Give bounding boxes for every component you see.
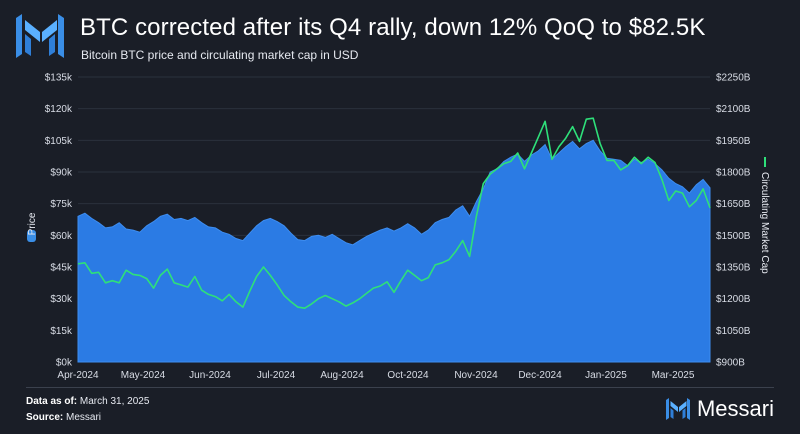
x-tick-label: Mar-2025 — [652, 370, 695, 381]
left-tick-label: $135k — [45, 73, 73, 84]
right-tick-label: $900B — [716, 358, 745, 369]
right-tick-label: $2250B — [716, 73, 751, 84]
right-tick-label: $1200B — [716, 294, 751, 305]
market-cap-legend-swatch — [764, 157, 766, 167]
right-axis-label: Circulating Market Cap — [759, 172, 770, 274]
x-tick-label: May-2024 — [121, 370, 166, 381]
x-tick-label: Aug-2024 — [320, 370, 364, 381]
brand: Messari — [665, 396, 774, 422]
left-tick-label: $30k — [50, 294, 73, 305]
x-tick-label: Jan-2025 — [585, 370, 627, 381]
right-tick-label: $2100B — [716, 104, 751, 115]
left-axis-label: Price — [27, 212, 38, 235]
left-tick-label: $60k — [50, 231, 73, 242]
data-as-of: Data as of: March 31, 2025 — [26, 396, 150, 407]
left-tick-label: $15k — [50, 326, 73, 337]
price-legend-swatch — [27, 230, 36, 242]
left-tick-label: $0k — [56, 358, 73, 369]
right-tick-label: $1050B — [716, 326, 751, 337]
right-tick-label: $1650B — [716, 199, 751, 210]
right-axis-ticks: $900B $1050B $1200B $1350B $1500B $1650B $1800… — [716, 73, 751, 369]
left-axis-ticks: $0k $15k $30k $45k $60k $75k $90k $105k $120k $13… — [45, 73, 73, 369]
right-tick-label: $1500B — [716, 231, 751, 242]
footer-divider — [26, 387, 774, 388]
market-cap-line — [77, 117, 711, 310]
x-tick-label: Dec-2024 — [518, 370, 562, 381]
messari-brand-icon — [665, 398, 690, 420]
source: Source: Messari — [26, 412, 102, 423]
left-tick-label: $120k — [45, 104, 73, 115]
left-tick-label: $75k — [50, 199, 73, 210]
x-tick-label: Nov-2024 — [454, 370, 498, 381]
right-tick-label: $1950B — [716, 136, 751, 147]
chart-title: BTC corrected after its Q4 rally, down 1… — [80, 14, 706, 41]
x-tick-label: Jun-2024 — [189, 370, 231, 381]
x-tick-label: Jul-2024 — [257, 370, 296, 381]
right-axis-legend: Circulating Market Cap — [759, 157, 770, 274]
messari-logo — [16, 14, 64, 58]
right-tick-label: $1800B — [716, 168, 751, 179]
x-tick-label: Apr-2024 — [57, 370, 99, 381]
right-tick-label: $1350B — [716, 263, 751, 274]
chart-subtitle: Bitcoin BTC price and circulating market… — [81, 48, 359, 62]
brand-name: Messari — [696, 396, 774, 421]
x-axis-ticks: Apr-2024 May-2024 Jun-2024 Jul-2024 Aug-2024… — [57, 370, 694, 381]
left-tick-label: $45k — [50, 263, 73, 274]
x-tick-label: Oct-2024 — [387, 370, 429, 381]
left-tick-label: $90k — [50, 168, 73, 179]
price-area — [77, 139, 711, 363]
left-tick-label: $105k — [45, 136, 73, 147]
left-axis-legend: Price — [27, 212, 38, 242]
